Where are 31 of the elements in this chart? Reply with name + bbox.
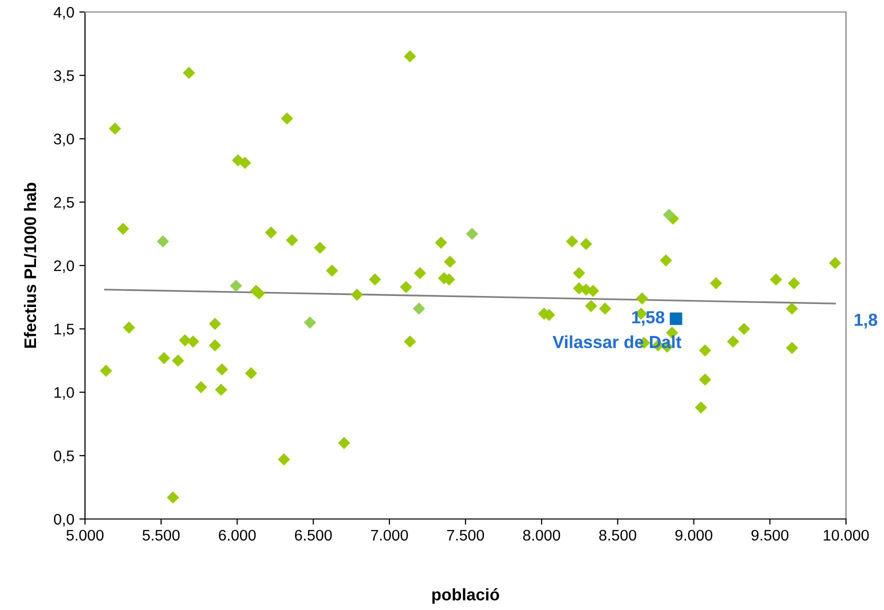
y-tick-label: 2,0 <box>54 260 74 273</box>
point <box>466 228 478 240</box>
x-tick-label: 6.500 <box>294 530 332 541</box>
y-tick-label: 0,5 <box>54 450 74 464</box>
y-tick-label: 3,5 <box>54 70 74 83</box>
x-tick-label: 9.500 <box>752 530 788 541</box>
y-tick-label: 1,5 <box>54 324 74 336</box>
y-tick-label: 0,0 <box>54 514 74 526</box>
y-tick-label: 3,0 <box>54 134 74 146</box>
point <box>230 280 242 292</box>
point <box>670 312 682 325</box>
data-label: 1,58 <box>632 311 664 326</box>
y-tick-label: 2,5 <box>54 196 74 210</box>
x-tick-label: 5.500 <box>142 530 180 541</box>
x-tick-label: 6.000 <box>218 530 256 541</box>
y-tick-label: 1,0 <box>54 387 74 400</box>
point <box>304 316 316 329</box>
x-tick-label: 7.000 <box>371 530 408 541</box>
x-tick-label: 8.000 <box>523 530 560 541</box>
point <box>156 235 169 248</box>
x-tick-label: 10.000 <box>824 530 869 541</box>
point <box>412 302 425 315</box>
x-tick-label: 7.500 <box>447 530 484 541</box>
x-tick-label: 9.000 <box>675 530 712 541</box>
y-tick-label: 4,0 <box>54 6 74 20</box>
x-tick-label: 8.500 <box>599 530 636 541</box>
x-axis-title: població <box>432 588 500 604</box>
y-axis-title: Efectius PL/1000 hab <box>24 182 36 348</box>
text: 1,8 <box>854 314 878 328</box>
x-tick-label: 5.000 <box>66 530 104 541</box>
point <box>662 208 676 221</box>
